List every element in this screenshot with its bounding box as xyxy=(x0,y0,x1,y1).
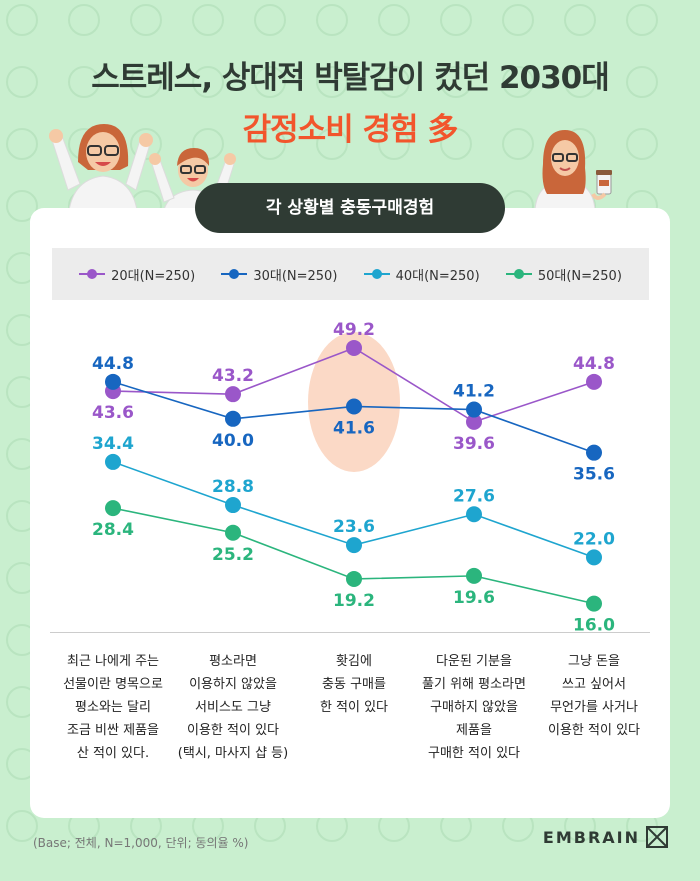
data-label-2-3: 27.6 xyxy=(453,486,495,506)
smiley-pattern-icon xyxy=(192,4,224,36)
category-label-service: 평소라면 이용하지 않았을 서비스도 그냥 이용한 적이 있다 (택시, 마사지… xyxy=(177,654,289,761)
legend-marker-40s xyxy=(363,269,390,279)
smiley-pattern-icon xyxy=(316,66,348,98)
legend-marker-30s xyxy=(221,269,248,279)
smiley-pattern-icon xyxy=(6,190,38,222)
legend-label-20s: 20대(N=250) xyxy=(111,268,196,284)
data-label-3-2: 19.2 xyxy=(333,591,375,611)
headline-line1: 스트레스, 상대적 박탈감이 컸던 2030대 xyxy=(91,60,610,96)
line-chart: 43.6 43.2 49.2 39.6 44.8 44.8 40.0 41.6 41.2 35.6… xyxy=(92,320,615,636)
brand-name: EMBRAIN xyxy=(542,828,640,847)
chart-legend: 20대(N=250) 30대(N=250) 40대(N=250) 50대(N=2… xyxy=(52,248,649,300)
data-point-1-0 xyxy=(105,373,121,390)
smiley-pattern-icon xyxy=(316,4,348,36)
smiley-pattern-icon xyxy=(502,128,534,160)
category-label-mood: 다운된 기분을 풀기 위해 평소라면 구매하지 않았을 제품을 구매한 적이 있… xyxy=(422,654,526,761)
data-point-2-3 xyxy=(466,506,482,523)
legend-label-30s: 30대(N=250) xyxy=(253,268,338,284)
data-point-1-3 xyxy=(466,401,482,418)
smiley-pattern-icon xyxy=(502,66,534,98)
smiley-pattern-icon xyxy=(130,66,162,98)
smiley-pattern-icon xyxy=(378,4,410,36)
data-point-2-2 xyxy=(346,537,362,554)
smiley-pattern-icon xyxy=(254,66,286,98)
smiley-pattern-icon xyxy=(440,4,472,36)
data-label-1-4: 35.6 xyxy=(573,465,615,485)
data-point-3-0 xyxy=(105,500,121,517)
data-label-0-4: 44.8 xyxy=(573,354,615,374)
smiley-pattern-icon xyxy=(68,66,100,98)
smiley-pattern-icon xyxy=(254,128,286,160)
data-point-3-2 xyxy=(346,570,362,587)
data-point-0-3 xyxy=(466,413,482,430)
data-point-1-4 xyxy=(586,444,602,461)
legend-item-30s: 30대(N=250) xyxy=(221,265,337,284)
legend-label-40s: 40대(N=250) xyxy=(395,268,480,284)
embrain-logo-icon xyxy=(646,826,668,848)
smiley-pattern-icon xyxy=(6,4,38,36)
data-point-1-2 xyxy=(346,398,362,415)
smiley-pattern-icon xyxy=(130,4,162,36)
smiley-pattern-icon xyxy=(626,128,658,160)
data-label-1-0: 44.8 xyxy=(92,354,134,374)
legend-marker-50s xyxy=(505,269,532,279)
smiley-pattern-icon xyxy=(440,128,472,160)
data-point-3-1 xyxy=(225,524,241,541)
legend-item-20s: 20대(N=250) xyxy=(79,265,195,284)
footnote: (Base; 전체, N=1,000, 단위; 동의율 %) xyxy=(33,836,249,850)
data-point-0-1 xyxy=(225,386,241,403)
data-label-1-1: 40.0 xyxy=(212,431,254,451)
legend-label-50s: 50대(N=250) xyxy=(537,268,622,284)
smiley-pattern-icon xyxy=(254,4,286,36)
smiley-pattern-icon xyxy=(440,66,472,98)
data-label-2-2: 23.6 xyxy=(333,517,375,537)
data-label-0-2: 49.2 xyxy=(333,320,375,340)
data-label-2-0: 34.4 xyxy=(92,434,134,454)
smiley-pattern-icon xyxy=(378,66,410,98)
smiley-pattern-icon xyxy=(192,66,224,98)
smiley-pattern-icon xyxy=(626,4,658,36)
smiley-pattern-icon xyxy=(564,66,596,98)
smiley-pattern-icon xyxy=(6,128,38,160)
data-label-0-3: 39.6 xyxy=(453,434,495,454)
legend-item-40s: 40대(N=250) xyxy=(363,265,480,284)
data-point-0-2 xyxy=(346,339,362,356)
data-label-1-3: 41.2 xyxy=(453,382,495,402)
data-label-2-1: 28.8 xyxy=(212,477,254,497)
headline-line2: 감정소비 경험 多 xyxy=(242,112,459,148)
data-label-2-4: 22.0 xyxy=(573,529,615,549)
data-point-0-4 xyxy=(586,373,602,390)
smiley-pattern-icon xyxy=(130,128,162,160)
data-label-1-2: 41.6 xyxy=(333,418,375,438)
smiley-pattern-icon xyxy=(6,66,38,98)
smiley-pattern-icon xyxy=(378,128,410,160)
data-label-0-1: 43.2 xyxy=(212,366,254,386)
data-point-3-3 xyxy=(466,567,482,584)
smiley-pattern-icon xyxy=(626,66,658,98)
category-label-anger: 홧김에 충동 구매를 한 적이 있다 xyxy=(319,654,389,715)
smiley-pattern-icon xyxy=(502,4,534,36)
data-label-0-0: 43.6 xyxy=(92,403,134,423)
data-label-3-4: 16.0 xyxy=(573,616,615,636)
data-label-3-1: 25.2 xyxy=(212,545,254,565)
legend-marker-20s xyxy=(79,269,106,279)
legend-item-50s: 50대(N=250) xyxy=(505,265,622,284)
data-point-3-4 xyxy=(586,595,602,612)
smiley-pattern-icon xyxy=(564,4,596,36)
data-label-3-0: 28.4 xyxy=(92,520,134,540)
smiley-pattern-icon xyxy=(6,810,38,842)
category-label-spend: 그냥 돈을 쓰고 싶어서 무언가를 사거나 이용한 적이 있다 xyxy=(548,654,640,738)
data-point-1-1 xyxy=(225,410,241,427)
category-label-gift: 최근 나에게 주는 선물이란 명목으로 평소와는 달리 조금 비싼 제품을 산 … xyxy=(63,654,163,761)
smiley-pattern-icon xyxy=(68,4,100,36)
woman-coffee-icon xyxy=(534,130,612,210)
data-point-2-4 xyxy=(586,549,602,566)
section-label: 각 상황별 충동구매경험 xyxy=(195,183,505,233)
data-point-2-1 xyxy=(225,497,241,514)
data-label-3-3: 19.6 xyxy=(453,588,495,608)
divider xyxy=(50,632,650,633)
data-point-2-0 xyxy=(105,453,121,470)
smiley-pattern-icon xyxy=(316,128,348,160)
